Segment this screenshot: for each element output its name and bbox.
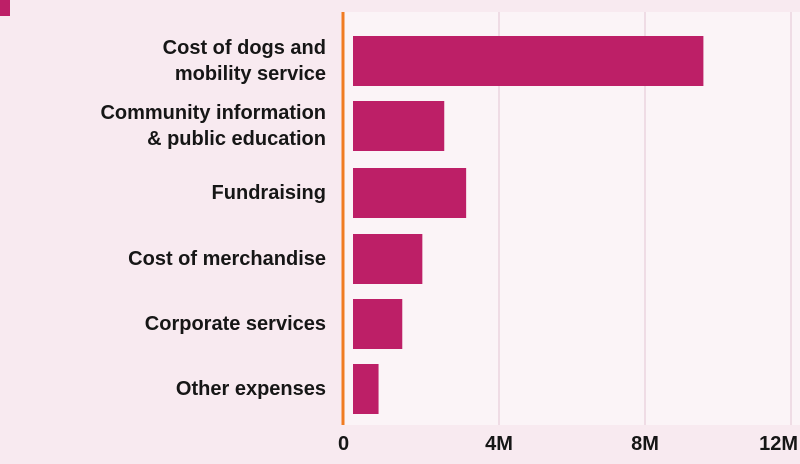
accent-mark (0, 0, 10, 16)
category-label: Other expenses (175, 378, 326, 400)
x-tick-label: 0 (338, 433, 350, 455)
x-tick-label: 8M (631, 433, 659, 455)
bar (353, 168, 467, 218)
bar (353, 299, 403, 349)
bar (353, 36, 704, 86)
category-label: Corporate services (144, 313, 326, 335)
x-tick-label: 12M (759, 433, 798, 455)
category-label: Fundraising (211, 182, 326, 204)
bar (353, 101, 445, 151)
bar (353, 234, 423, 284)
category-label: Cost of merchandise (128, 248, 326, 270)
category-label: Cost of dogs and mobility service (162, 37, 326, 85)
bar (353, 364, 379, 414)
category-label: Community information & public education (100, 102, 326, 150)
x-tick-label: 4M (485, 433, 513, 455)
